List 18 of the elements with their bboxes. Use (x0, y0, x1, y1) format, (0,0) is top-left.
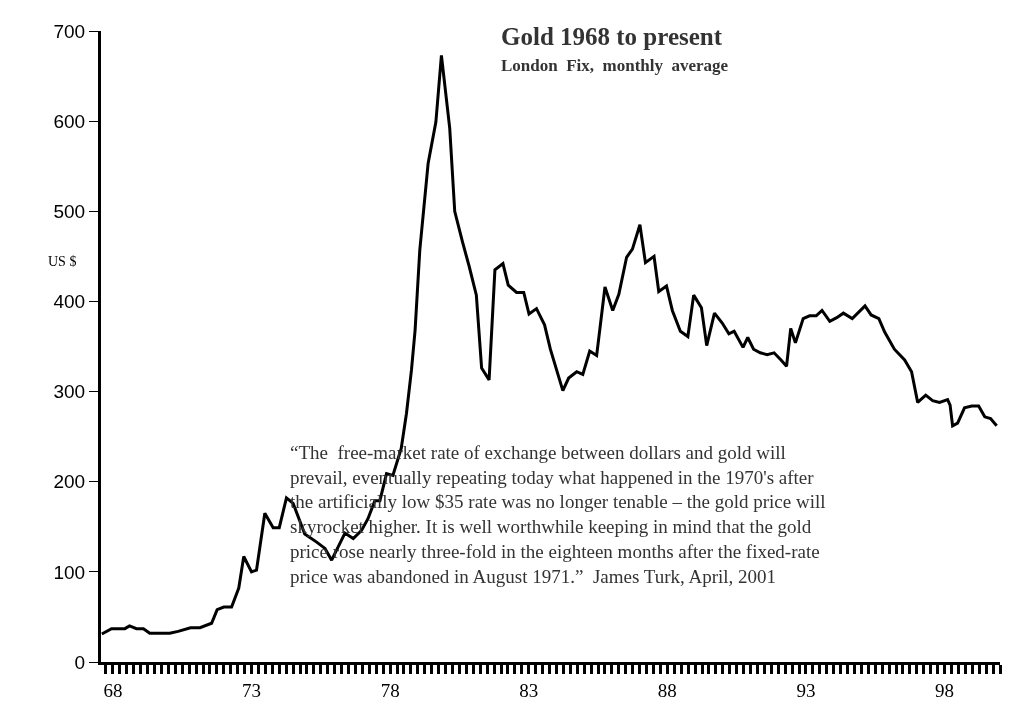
y-tick-label: 0 (74, 651, 86, 673)
y-tick-label: 200 (53, 471, 86, 493)
x-tick-label: 88 (657, 679, 677, 701)
y-axis-title: US $ (48, 254, 77, 269)
x-tick-label: 68 (103, 679, 123, 701)
x-tick-label: 98 (935, 679, 955, 701)
text: London Fix, monthly average (501, 56, 729, 75)
y-tick-label: 100 (53, 561, 86, 583)
x-tick-label: 78 (380, 679, 400, 701)
y-tick-label: 300 (53, 381, 86, 403)
x-tick-label: 73 (242, 679, 262, 701)
y-tick-label: 400 (53, 291, 86, 313)
y-tick-label: 500 (53, 200, 86, 222)
x-tick-label: 83 (519, 679, 539, 701)
chart-title: Gold 1968 to present (501, 23, 723, 50)
y-tick-label: 600 (53, 110, 86, 132)
x-tick-label: 93 (796, 679, 816, 701)
y-tick-label: 700 (53, 20, 86, 42)
